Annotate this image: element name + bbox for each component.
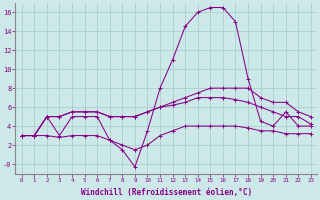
X-axis label: Windchill (Refroidissement éolien,°C): Windchill (Refroidissement éolien,°C) — [81, 188, 252, 197]
